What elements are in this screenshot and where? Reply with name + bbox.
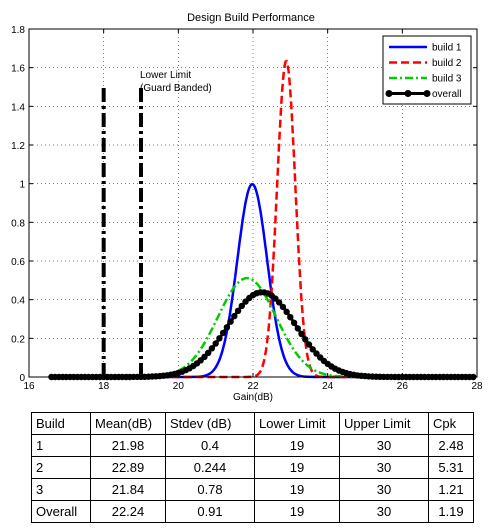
- series-marker: [294, 325, 301, 332]
- series-marker: [279, 303, 287, 311]
- y-tick-label: 1.2: [11, 141, 25, 152]
- series-marker: [298, 330, 305, 338]
- table-cell: 22.89: [90, 456, 166, 479]
- table-cell: 30: [339, 500, 429, 523]
- y-tick-label: 0.6: [11, 257, 25, 268]
- table-cell: 0.4: [165, 434, 255, 457]
- limit-lines: [101, 87, 143, 377]
- y-tick-label: 0: [19, 373, 25, 384]
- header-stdev: Stdev (dB): [165, 412, 255, 435]
- table-cell: 30: [339, 434, 429, 457]
- header-upper-limit: Upper Limit: [339, 412, 429, 435]
- series-marker: [208, 345, 216, 352]
- legend-label: build 1: [432, 43, 462, 54]
- axis-ticks: 16 18 20 22 24 26 28 0 0.2 0.4 0.6 0.8 1 1.2 1.4 1.6 1.8: [11, 25, 483, 392]
- series-marker: [302, 336, 309, 343]
- series-marker: [305, 341, 313, 348]
- series-marker: [287, 314, 294, 321]
- x-tick-label: 18: [98, 381, 110, 392]
- header-lower-limit: Lower Limit: [254, 412, 340, 435]
- series-marker: [275, 299, 283, 306]
- series-marker: [216, 335, 223, 342]
- chart-title: Design Build Performance: [187, 12, 315, 24]
- legend-label: build 3: [432, 74, 462, 85]
- series-line-build-1: [51, 182, 474, 379]
- table-cell: 1.21: [428, 478, 474, 501]
- y-tick-label: 0.2: [11, 334, 25, 345]
- x-tick-label: 16: [23, 381, 35, 392]
- table-cell: 19: [254, 500, 340, 523]
- series-marker: [238, 302, 245, 310]
- legend-label: overall: [432, 89, 461, 100]
- chart: Design Build Performance 16 18 20 22 24 26 28 0…: [11, 12, 483, 403]
- table-row: 2 22.89 0.244 19 30 5.31: [31, 456, 474, 479]
- y-tick-label: 0.4: [11, 296, 25, 307]
- legend-marker: [385, 90, 393, 97]
- table-row: 1 21.98 0.4 19 30 2.48: [31, 434, 474, 457]
- series-marker: [283, 308, 290, 315]
- series-marker: [309, 346, 316, 353]
- series-marker: [234, 307, 242, 314]
- legend-marker: [404, 90, 412, 97]
- table-cell: 1.19: [428, 500, 474, 523]
- stats-table: Build Mean(dB) Stdev (dB) Lower Limit Up…: [31, 412, 474, 523]
- table-cell: 19: [254, 434, 340, 457]
- y-tick-label: 1: [19, 180, 25, 191]
- header-cpk: Cpk: [428, 412, 474, 435]
- series-marker: [290, 319, 298, 326]
- table-cell: 30: [339, 456, 429, 479]
- table-cell: 21.84: [90, 478, 166, 501]
- series-marker: [219, 329, 227, 337]
- table-cell: 3: [31, 478, 91, 501]
- x-tick-label: 20: [173, 381, 185, 392]
- y-tick-label: 1.8: [11, 25, 25, 36]
- table-cell: Overall: [31, 500, 91, 523]
- series-marker: [227, 318, 234, 325]
- y-tick-label: 1.4: [11, 102, 25, 113]
- y-tick-label: 1.6: [11, 64, 25, 75]
- x-axis-label: Gain(dB): [233, 392, 273, 403]
- table-row: 3 21.84 0.78 19 30 1.21: [31, 478, 474, 501]
- table-cell: 22.24: [90, 500, 166, 523]
- table-cell: 2: [31, 456, 91, 479]
- series-marker: [223, 324, 231, 331]
- annotation-lower-limit: Lower Limit: [140, 70, 191, 81]
- header-mean: Mean(dB): [90, 412, 166, 435]
- table-row: Overall 22.24 0.91 19 30 1.19: [31, 500, 474, 523]
- table-cell: 0.78: [165, 478, 255, 501]
- legend: build 1 build 2 build 3 overall: [382, 35, 472, 105]
- annotation-guard-banded: (Guard Banded): [140, 83, 212, 94]
- x-tick-label: 26: [397, 381, 409, 392]
- table-cell: 19: [254, 478, 340, 501]
- x-tick-label: 28: [471, 381, 483, 392]
- series-marker: [212, 340, 219, 347]
- table-cell: 5.31: [428, 456, 474, 479]
- table-cell: 19: [254, 456, 340, 479]
- x-tick-label: 22: [247, 381, 259, 392]
- table-cell: 0.91: [165, 500, 255, 523]
- table-cell: 1: [31, 434, 91, 457]
- legend-marker: [423, 90, 431, 97]
- series-marker: [205, 349, 212, 356]
- series-marker: [231, 312, 238, 320]
- table-header-row: Build Mean(dB) Stdev (dB) Lower Limit Up…: [31, 412, 474, 435]
- x-tick-label: 24: [322, 381, 334, 392]
- header-build: Build: [31, 412, 91, 435]
- table-cell: 0.244: [165, 456, 255, 479]
- series-curves: [48, 59, 477, 381]
- table-cell: 30: [339, 478, 429, 501]
- table-cell: 21.98: [90, 434, 166, 457]
- legend-label: build 2: [432, 58, 462, 69]
- y-tick-label: 0.8: [11, 218, 25, 229]
- table-cell: 2.48: [428, 434, 474, 457]
